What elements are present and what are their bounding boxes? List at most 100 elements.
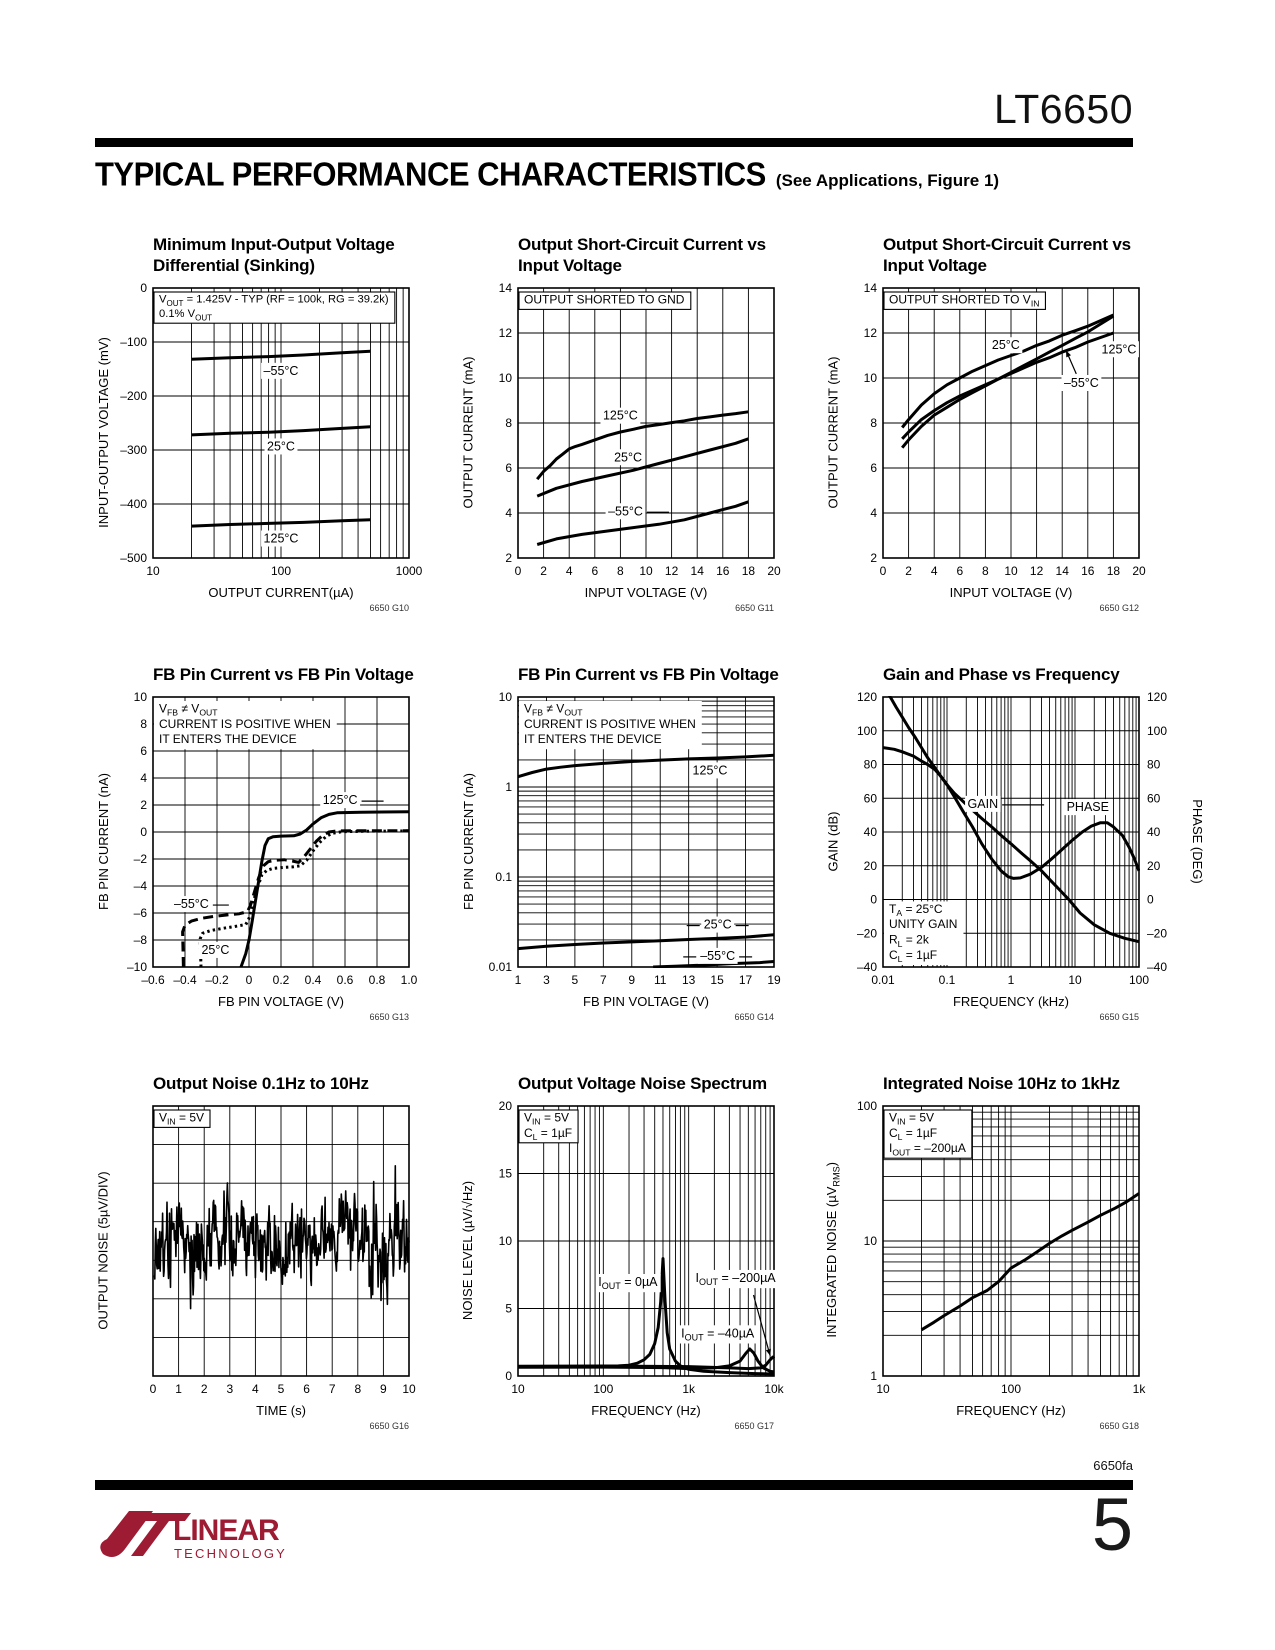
svg-text:12: 12 [499, 326, 513, 340]
svg-text:0.6: 0.6 [337, 973, 354, 987]
series-group [517, 1257, 775, 1376]
svg-text:IOUT = –200µA: IOUT = –200µA [889, 1141, 966, 1157]
conditions-note: VOUT = 1.425V - TYP (RF = 100k, RG = 39.… [153, 291, 396, 324]
curve-label-55-c: –55°C [1061, 375, 1102, 391]
svg-text:0.1: 0.1 [939, 973, 956, 987]
chart-title: FB Pin Current vs FB Pin Voltage [153, 665, 414, 684]
svg-text:–20: –20 [857, 926, 877, 940]
chart-code: 6650 G11 [735, 603, 774, 613]
svg-text:13: 13 [682, 973, 696, 987]
svg-text:10: 10 [639, 564, 653, 578]
svg-text:GAIN: GAIN [968, 797, 999, 811]
curve-label-125-c: 125°C [320, 792, 384, 809]
svg-text:10: 10 [134, 690, 148, 704]
chart-body: FB PIN CURRENT (nA) VFB ≠ VOUT CURRENT IS … [460, 689, 815, 993]
series-group [901, 313, 1115, 449]
svg-text:25°C: 25°C [201, 943, 229, 957]
svg-text:16: 16 [1081, 564, 1095, 578]
series-125-c [517, 753, 775, 779]
curve-label-phase: PHASE [1064, 799, 1112, 816]
svg-text:IT ENTERS THE DEVICE: IT ENTERS THE DEVICE [159, 732, 297, 746]
svg-text:11: 11 [654, 973, 667, 987]
plot-border [152, 287, 410, 559]
svg-text:CL = 1µF: CL = 1µF [889, 948, 937, 964]
svg-text:20: 20 [499, 1099, 513, 1113]
conditions-note: VIN = 5V [153, 1109, 211, 1128]
svg-text:0: 0 [140, 281, 147, 295]
svg-text:125°C: 125°C [693, 763, 728, 777]
annotation-arrow [752, 1294, 771, 1356]
svg-text:10: 10 [1068, 973, 1082, 987]
svg-text:IOUT = 0µA: IOUT = 0µA [598, 1275, 658, 1291]
svg-text:25°C: 25°C [614, 450, 642, 464]
tick-labels: –0.6 –0.4 –0.2 0 0.2 0.4 0.6 0.8 1.0 10 8 6 4 2 0 –2 –4 –… [127, 690, 418, 987]
x-axis-label: FB PIN VOLTAGE (V) [218, 994, 344, 1009]
svg-text:0.2: 0.2 [273, 973, 290, 987]
svg-text:LINEAR: LINEAR [173, 1514, 280, 1547]
svg-text:100: 100 [857, 1099, 877, 1113]
svg-text:4: 4 [931, 564, 938, 578]
y-axis-label: INPUT-OUTPUT VOLTAGE (mV) [95, 336, 111, 528]
svg-text:10: 10 [499, 690, 513, 704]
svg-text:100: 100 [271, 564, 291, 578]
chart-title: Minimum Input-Output Voltage Differential… [153, 235, 395, 275]
tick-labels: 10 100 1000 0 –100 –200 –300 –400 –500 [120, 281, 422, 578]
series-gain [888, 696, 1140, 944]
svg-text:20: 20 [1132, 564, 1146, 578]
svg-text:–500: –500 [120, 551, 147, 565]
y-axis-label: FB PIN CURRENT (nA) [95, 772, 111, 910]
header-rule [95, 138, 1133, 147]
svg-text:CURRENT IS POSITIVE WHEN: CURRENT IS POSITIVE WHEN [524, 717, 696, 731]
chart-6650-g13: FB Pin Current vs FB Pin Voltage FB PIN C… [95, 637, 450, 1022]
svg-text:CL = 1µF: CL = 1µF [524, 1126, 572, 1142]
svg-text:6: 6 [303, 1382, 310, 1396]
y-axis-label: INTEGRATED NOISE (µVRMS) [824, 1162, 842, 1338]
svg-text:2: 2 [870, 551, 877, 565]
svg-text:100: 100 [857, 724, 877, 738]
svg-text:6: 6 [956, 564, 963, 578]
svg-text:2: 2 [540, 564, 547, 578]
svg-text:1.0: 1.0 [401, 973, 418, 987]
curve-label-i-out-40-a: IOUT = –40µA [678, 1325, 758, 1344]
svg-text:4: 4 [140, 771, 147, 785]
svg-text:–400: –400 [120, 497, 147, 511]
section-title: TYPICAL PERFORMANCE CHARACTERISTICS (See … [95, 155, 1000, 194]
svg-text:10: 10 [511, 1382, 525, 1396]
svg-text:1: 1 [515, 973, 522, 987]
svg-text:18: 18 [1107, 564, 1121, 578]
svg-text:60: 60 [1147, 791, 1161, 805]
x-axis-label: INPUT VOLTAGE (V) [949, 585, 1073, 600]
svg-text:IOUT = –200µA: IOUT = –200µA [696, 1271, 777, 1287]
chart-body: INPUT-OUTPUT VOLTAGE (mV) VOUT = 1.425V -… [95, 280, 450, 584]
curve-label-i-out-200-a: IOUT = –200µA [693, 1269, 779, 1289]
plot-border [517, 1105, 775, 1377]
svg-text:–8: –8 [134, 933, 148, 947]
svg-text:2: 2 [201, 1382, 208, 1396]
svg-text:–0.6: –0.6 [141, 973, 165, 987]
plot-border [152, 696, 410, 968]
svg-text:4: 4 [870, 506, 877, 520]
curve-label-i-out-0-a: IOUT = 0µA [595, 1274, 661, 1293]
x-axis-label: FB PIN VOLTAGE (V) [583, 994, 709, 1009]
series-25-c [517, 933, 775, 951]
series-integrated-noise [920, 1192, 1140, 1332]
section-subtitle-text: (See Applications, Figure 1) [775, 171, 1000, 190]
svg-text:8: 8 [617, 564, 624, 578]
svg-text:8: 8 [505, 416, 512, 430]
y-axis-label: OUTPUT CURRENT (mA) [460, 356, 476, 508]
plot-border [882, 696, 1140, 968]
x-axis-label: FREQUENCY (Hz) [591, 1403, 701, 1418]
chart-6650-g10: Minimum Input-Output Voltage Differential… [95, 228, 450, 613]
svg-text:8: 8 [354, 1382, 361, 1396]
lt-logo-icon: LINEAR TECHNOLOGY [100, 1511, 285, 1561]
grid-lines [152, 287, 410, 559]
svg-text:120: 120 [1147, 690, 1167, 704]
svg-text:–4: –4 [134, 879, 148, 893]
chart-code: 6650 G13 [369, 1012, 409, 1022]
curve-label-55-c: –55°C [683, 947, 753, 964]
svg-text:8: 8 [982, 564, 989, 578]
svg-text:10: 10 [1004, 564, 1018, 578]
page-number: 5 [1091, 1483, 1133, 1566]
x-axis-label: TIME (s) [256, 1403, 306, 1418]
